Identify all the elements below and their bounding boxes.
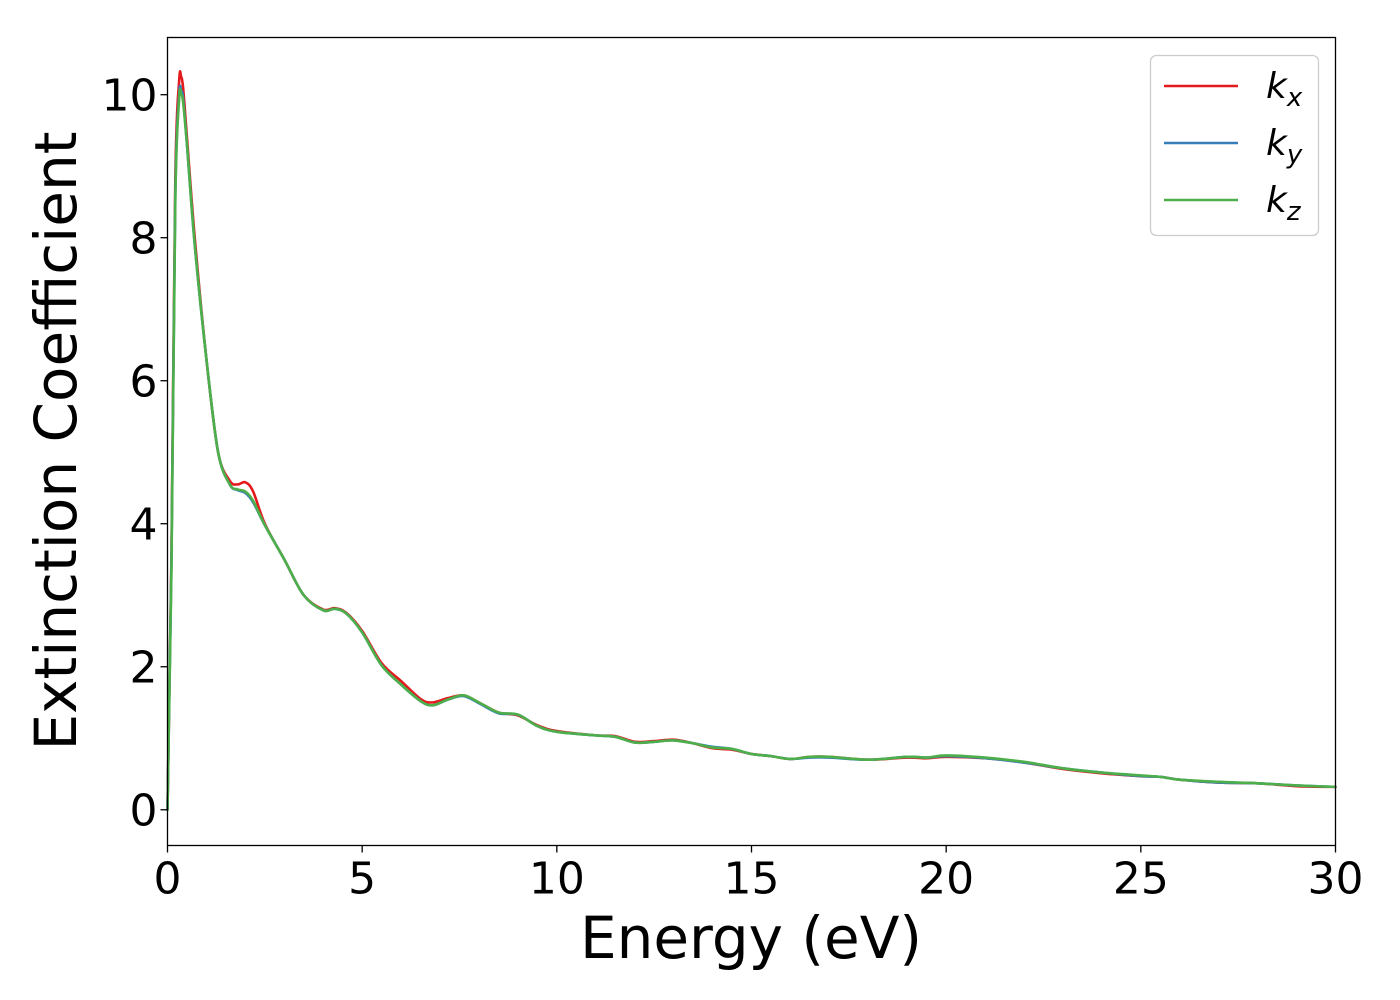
y-tick-label: 8 [130, 214, 158, 265]
y-axis-title: Extinction Coefficient [22, 132, 90, 751]
y-tick-label: 6 [130, 357, 158, 408]
x-axis-title: Energy (eV) [580, 904, 922, 972]
legend-label-ky: ky [1266, 123, 1303, 170]
legend-label-kx: kx [1266, 66, 1303, 113]
x-axis: 0 5 10 15 20 25 30 [154, 845, 1364, 905]
y-tick-label: 10 [102, 71, 158, 122]
legend-label-kz: kz [1266, 180, 1302, 227]
y-tick-label: 4 [130, 500, 158, 551]
legend-box [1149, 54, 1320, 237]
x-tick-label: 25 [1113, 854, 1169, 905]
x-tick-label: 30 [1308, 854, 1364, 905]
x-tick-label: 0 [154, 854, 182, 905]
legend: kx ky kz [1149, 54, 1320, 237]
series-layer [166, 70, 1337, 812]
series-line-kz [166, 87, 1337, 812]
x-tick-label: 15 [724, 854, 780, 905]
y-tick-label: 0 [130, 786, 158, 837]
x-tick-label: 20 [918, 854, 974, 905]
x-tick-label: 10 [529, 854, 585, 905]
y-tick-label: 2 [130, 643, 158, 694]
y-axis: 0 2 4 6 8 10 [102, 71, 168, 837]
x-tick-label: 5 [348, 854, 376, 905]
